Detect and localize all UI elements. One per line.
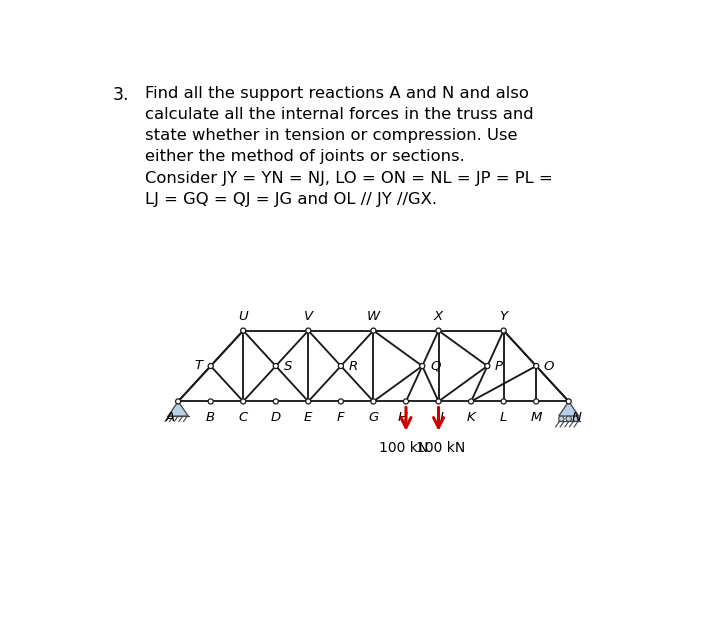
Circle shape (305, 328, 311, 333)
Text: T: T (194, 359, 202, 372)
Text: H: H (398, 411, 408, 423)
Circle shape (566, 399, 571, 404)
Text: 3.: 3. (112, 86, 129, 103)
Text: G: G (368, 411, 379, 423)
Circle shape (573, 416, 579, 422)
Text: X: X (434, 310, 443, 323)
Circle shape (468, 399, 473, 404)
Circle shape (273, 363, 278, 369)
Circle shape (273, 399, 278, 404)
Circle shape (176, 399, 181, 404)
Text: D: D (271, 411, 281, 423)
Circle shape (208, 399, 213, 404)
Circle shape (404, 399, 409, 404)
Text: F: F (337, 411, 345, 423)
Circle shape (241, 328, 246, 333)
Text: B: B (206, 411, 215, 423)
Text: P: P (495, 360, 503, 372)
Text: Find all the support reactions A and N and also
calculate all the internal force: Find all the support reactions A and N a… (145, 86, 553, 207)
Text: 100 kN: 100 kN (379, 442, 429, 456)
Text: M: M (530, 411, 542, 423)
Circle shape (559, 416, 564, 422)
Text: W: W (367, 310, 380, 323)
Circle shape (436, 399, 441, 404)
Text: E: E (304, 411, 313, 423)
Circle shape (371, 399, 376, 404)
Text: U: U (239, 310, 248, 323)
Text: V: V (304, 310, 313, 323)
Circle shape (338, 363, 343, 369)
Circle shape (241, 399, 246, 404)
Text: J: J (439, 411, 443, 423)
Circle shape (305, 399, 311, 404)
Circle shape (566, 416, 572, 422)
Circle shape (533, 399, 539, 404)
Circle shape (371, 328, 376, 333)
Text: A: A (166, 411, 175, 423)
Circle shape (501, 328, 506, 333)
Circle shape (208, 363, 213, 369)
Polygon shape (559, 401, 579, 416)
Circle shape (501, 399, 506, 404)
Circle shape (419, 363, 425, 369)
Circle shape (533, 363, 539, 369)
Circle shape (436, 328, 441, 333)
Text: C: C (239, 411, 248, 423)
Text: 100 kN: 100 kN (417, 442, 466, 456)
Text: Q: Q (430, 360, 441, 372)
Text: Y: Y (500, 310, 508, 323)
Text: R: R (349, 360, 358, 372)
Circle shape (338, 399, 343, 404)
Text: O: O (544, 360, 555, 372)
Circle shape (485, 363, 490, 369)
Text: S: S (283, 360, 292, 372)
Text: L: L (500, 411, 508, 423)
Text: N: N (572, 411, 582, 423)
Text: K: K (466, 411, 476, 423)
Polygon shape (168, 401, 188, 416)
